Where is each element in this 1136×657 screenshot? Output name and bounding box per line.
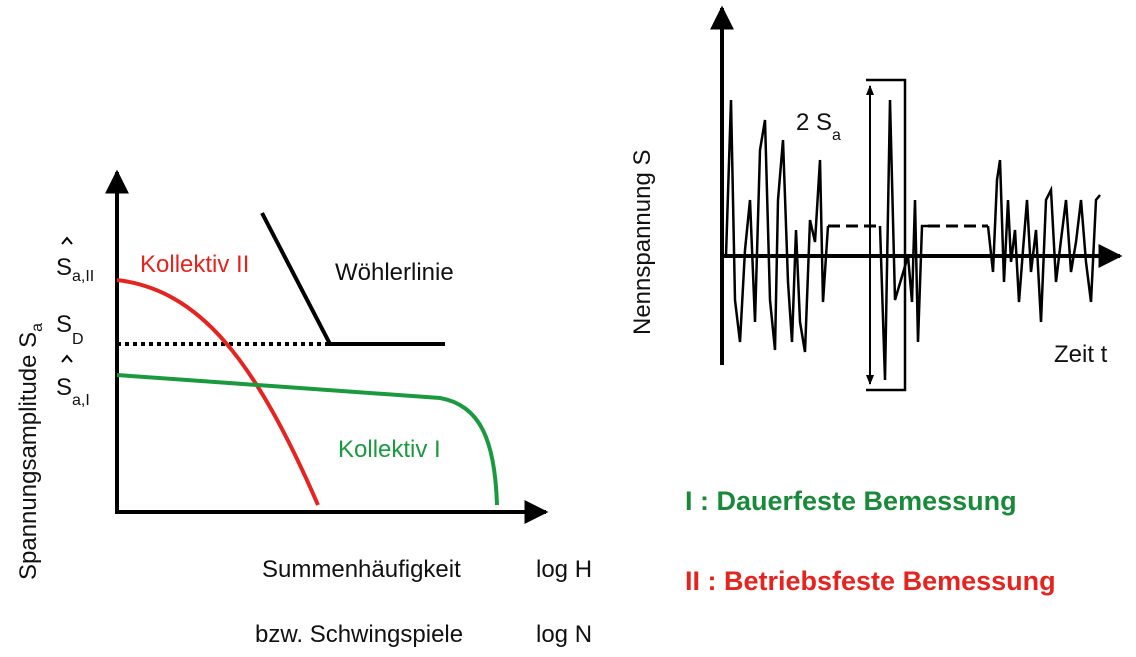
left-diagram: Spannungsamplitude Sa Sa,II SD Sa,I Koll…: [15, 169, 592, 648]
woehler-label: Wöhlerlinie: [335, 259, 454, 286]
kollektiv-2-label: Kollektiv II: [140, 251, 249, 278]
y-axis-label: Nennspannung S: [629, 150, 656, 335]
right-diagram: Nennspannung S 2 Sa Zeit t: [629, 5, 1123, 392]
legend-entry: II : Betriebsfeste Bemessung: [685, 566, 1056, 596]
x-axis-unit: log H: [536, 556, 592, 583]
level-label: Sa,I: [56, 374, 90, 409]
level-label: Sa,II: [56, 254, 94, 285]
legend-entry: I : Dauerfeste Bemessung: [685, 486, 1017, 516]
hat: [61, 236, 73, 245]
stress-signal: [986, 159, 1101, 323]
y-axis-label: Spannungsamplitude Sa: [15, 323, 46, 580]
stress-signal: [878, 99, 928, 381]
kollektiv-1-curve: [116, 373, 499, 506]
kollektiv-1-label: Kollektiv I: [338, 436, 441, 463]
kollektiv-2-curve: [116, 278, 320, 506]
x-axis-label: Summenhäufigkeit: [262, 556, 461, 583]
amplitude-label: 2 Sa: [796, 109, 841, 144]
amplitude-bracket: [866, 78, 907, 392]
x-axis-label: bzw. Schwingspiele: [255, 621, 463, 648]
level-label: SD: [56, 311, 84, 348]
hat: [61, 354, 73, 363]
x-axis-label: Zeit t: [1054, 341, 1108, 368]
x-axis-unit: log N: [536, 621, 592, 648]
woehler-line: [260, 212, 445, 346]
stress-signal: [724, 99, 830, 353]
